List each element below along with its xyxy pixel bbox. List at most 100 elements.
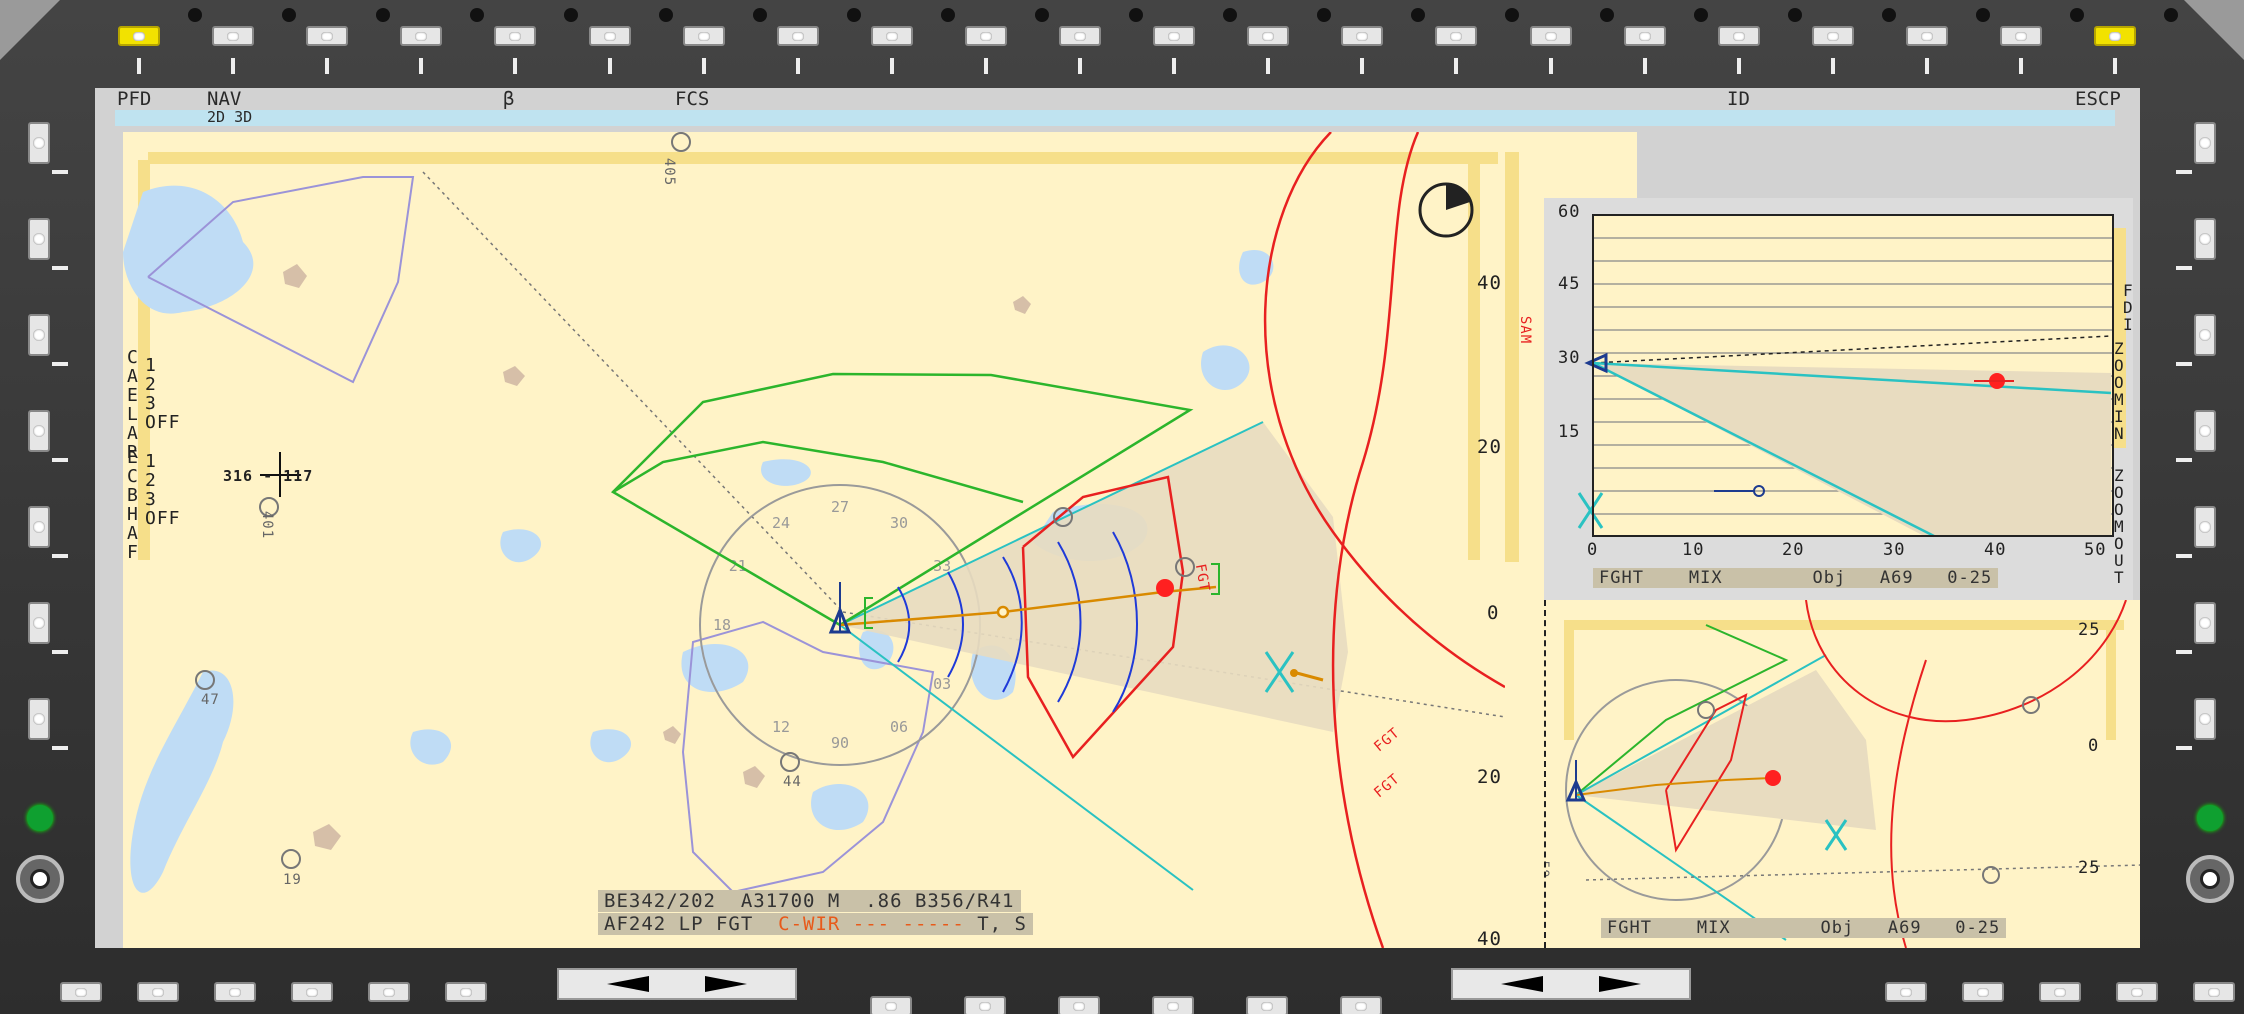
option-3[interactable]: 3 bbox=[145, 489, 157, 510]
top-osb-button[interactable] bbox=[1811, 26, 1854, 46]
alt-tick: 60 bbox=[1558, 202, 1581, 222]
side-osb-button-right[interactable] bbox=[2194, 410, 2216, 452]
frame-right bbox=[1468, 160, 1480, 560]
bottom-osb-button[interactable] bbox=[1246, 996, 1288, 1014]
bearing-line bbox=[422, 171, 844, 613]
top-osb-button[interactable] bbox=[306, 26, 349, 46]
osb-tick bbox=[231, 58, 236, 74]
option-1[interactable]: 1 bbox=[145, 451, 157, 472]
bottom-osb-button[interactable] bbox=[1885, 982, 1927, 1002]
page-prev-next-right[interactable] bbox=[1451, 968, 1691, 1000]
left-menu-group-1[interactable]: 1 2 3 OFF bbox=[145, 318, 240, 470]
left-menu-group-2[interactable]: 1 2 3 OFF bbox=[145, 414, 240, 566]
bottom-osb-button[interactable] bbox=[870, 996, 912, 1014]
bottom-osb-button[interactable] bbox=[2116, 982, 2158, 1002]
top-osb-button[interactable] bbox=[400, 26, 443, 46]
top-osb-button[interactable] bbox=[118, 26, 160, 46]
side-osb-button-left[interactable] bbox=[28, 218, 50, 260]
bottom-osb-button[interactable] bbox=[1152, 996, 1194, 1014]
bottom-osb-button[interactable] bbox=[1058, 996, 1100, 1014]
osb-tick bbox=[983, 58, 988, 74]
tactical-map[interactable]: 27 30 33 24 21 18 12 06 03 90 bbox=[123, 132, 1505, 948]
compass-label: 18 bbox=[713, 616, 731, 634]
tab-escp[interactable]: ESCP bbox=[2075, 88, 2121, 110]
top-osb-button[interactable] bbox=[1059, 26, 1101, 46]
side-osb-button-left[interactable] bbox=[28, 314, 50, 356]
top-osb-button[interactable] bbox=[1247, 26, 1290, 46]
view-mode-toggle[interactable]: 2D 3D bbox=[207, 108, 253, 126]
top-osb-button[interactable] bbox=[1529, 26, 1572, 46]
top-osb-button[interactable] bbox=[2000, 26, 2042, 46]
side-osb-button-left[interactable] bbox=[28, 122, 50, 164]
compass-label: 90 bbox=[831, 734, 849, 752]
altitude-profile[interactable]: 60 45 30 15 0 10 20 30 40 50 FGHT MIX Ob… bbox=[1544, 198, 2133, 600]
minimap-target-icon[interactable] bbox=[1765, 770, 1781, 786]
bottom-osb-button[interactable] bbox=[60, 982, 102, 1002]
side-osb-button-left[interactable] bbox=[28, 602, 50, 644]
side-osb-button-right[interactable] bbox=[2194, 602, 2216, 644]
top-osb-button[interactable] bbox=[2094, 26, 2137, 46]
tab-id[interactable]: ID bbox=[1727, 88, 1750, 110]
compass-label: 27 bbox=[831, 498, 849, 516]
compass-label: 12 bbox=[772, 718, 790, 736]
range-tick: 40 bbox=[1477, 928, 1502, 948]
side-osb-button-right[interactable] bbox=[2194, 218, 2216, 260]
side-osb-button-right[interactable] bbox=[2194, 698, 2216, 740]
bottom-osb-button[interactable] bbox=[214, 982, 256, 1002]
top-osb-button[interactable] bbox=[212, 26, 255, 46]
hostile-target-icon[interactable] bbox=[1156, 579, 1174, 597]
tab-nav[interactable]: NAV bbox=[207, 88, 242, 110]
minimap-range-tick: 25 bbox=[2078, 858, 2101, 878]
top-osb-button[interactable] bbox=[682, 26, 725, 46]
tab-pfd[interactable]: PFD bbox=[117, 88, 152, 110]
option-off[interactable]: OFF bbox=[145, 508, 181, 529]
bottom-osb-button[interactable] bbox=[445, 982, 487, 1002]
top-osb-button[interactable] bbox=[588, 26, 631, 46]
side-osb-button-right[interactable] bbox=[2194, 122, 2216, 164]
bottom-osb-button[interactable] bbox=[964, 996, 1006, 1014]
top-osb-button[interactable] bbox=[1435, 26, 1478, 46]
bottom-osb-button[interactable] bbox=[2039, 982, 2081, 1002]
bottom-osb-button[interactable] bbox=[137, 982, 179, 1002]
top-osb-button[interactable] bbox=[1341, 26, 1384, 46]
bottom-osb-button[interactable] bbox=[2193, 982, 2235, 1002]
timer-gauge-icon bbox=[1418, 182, 1474, 238]
option-off[interactable]: OFF bbox=[145, 412, 181, 433]
option-2[interactable]: 2 bbox=[145, 470, 157, 491]
osb-tick bbox=[1266, 58, 1271, 74]
side-osb-button-left[interactable] bbox=[28, 698, 50, 740]
range-tick: 30 bbox=[1883, 540, 1906, 560]
bottom-osb-button[interactable] bbox=[1962, 982, 2004, 1002]
side-osb-button-left[interactable] bbox=[28, 506, 50, 548]
osb-tick bbox=[2176, 650, 2192, 654]
top-osb-button[interactable] bbox=[776, 26, 819, 46]
option-1[interactable]: 1 bbox=[145, 355, 157, 376]
top-osb-button[interactable] bbox=[964, 26, 1007, 46]
bottom-osb-button[interactable] bbox=[368, 982, 410, 1002]
overview-minimap[interactable]: 25 0 25 59 FGHT MIX Obj A69 0-25 bbox=[1544, 600, 2140, 948]
bottom-osb-button[interactable] bbox=[291, 982, 333, 1002]
side-osb-button-right[interactable] bbox=[2194, 506, 2216, 548]
option-3[interactable]: 3 bbox=[145, 393, 157, 414]
top-osb-button[interactable] bbox=[1905, 26, 1948, 46]
top-osb-button[interactable] bbox=[870, 26, 913, 46]
cursor-readout: 316 - 117 bbox=[223, 467, 314, 485]
brightness-knob-right[interactable] bbox=[2186, 855, 2234, 903]
bezel-screw bbox=[376, 8, 391, 22]
side-osb-button-right[interactable] bbox=[2194, 314, 2216, 356]
side-osb-button-left[interactable] bbox=[28, 410, 50, 452]
tab-beta[interactable]: β bbox=[503, 88, 515, 110]
top-osb-button[interactable] bbox=[494, 26, 537, 46]
top-osb-button[interactable] bbox=[1717, 26, 1760, 46]
page-prev-next-left[interactable] bbox=[557, 968, 797, 1000]
map-cursor-icon[interactable] bbox=[260, 452, 301, 497]
tab-fcs[interactable]: FCS bbox=[675, 88, 710, 110]
option-2[interactable]: 2 bbox=[145, 374, 157, 395]
brightness-knob-left[interactable] bbox=[16, 855, 64, 903]
bottom-osb-button[interactable] bbox=[1340, 996, 1382, 1014]
top-osb-button[interactable] bbox=[1623, 26, 1666, 46]
aircraft-icon[interactable] bbox=[1264, 651, 1324, 693]
top-osb-button[interactable] bbox=[1153, 26, 1196, 46]
